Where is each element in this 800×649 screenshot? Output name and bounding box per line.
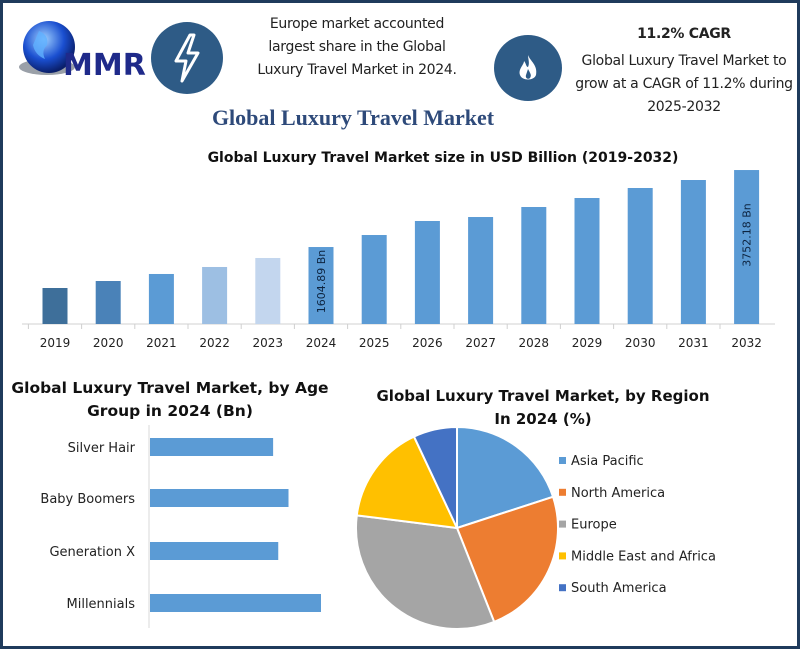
x-tick-label: 2024 bbox=[306, 336, 337, 350]
europe-text-line: Europe market accounted bbox=[269, 16, 445, 32]
pie-slice-europe bbox=[355, 514, 496, 630]
bar-2023 bbox=[255, 257, 281, 324]
x-tick-label: 2031 bbox=[678, 336, 709, 350]
x-tick-label: 2029 bbox=[572, 336, 603, 350]
bar-2026 bbox=[414, 220, 440, 324]
mmr-logo: MMR bbox=[17, 17, 147, 87]
pie-slice-south-america bbox=[412, 425, 458, 529]
europe-info: Europe market accounted largest share in… bbox=[243, 13, 471, 82]
europe-text-line: largest share in the Global bbox=[268, 39, 446, 55]
legend-swatch bbox=[559, 457, 566, 464]
x-tick-label: 2032 bbox=[731, 336, 762, 350]
x-tick-label: 2022 bbox=[199, 336, 230, 350]
pie-slice-asia-pacific bbox=[456, 425, 555, 530]
globe-logo-icon: MMR bbox=[19, 21, 146, 83]
x-tick-label: 2030 bbox=[625, 336, 656, 350]
bar-2021 bbox=[148, 273, 174, 324]
bar-2025 bbox=[361, 235, 387, 324]
bar-generation-x bbox=[150, 542, 279, 560]
bar-baby-boomers bbox=[150, 489, 289, 507]
x-tick-label: 2020 bbox=[93, 336, 124, 350]
age-chart-title-line: Group in 2024 (Bn) bbox=[87, 402, 253, 420]
bar-2019 bbox=[42, 288, 68, 324]
x-tick-label: 2026 bbox=[412, 336, 443, 350]
bar-2032 bbox=[734, 170, 760, 324]
cagr-text-line: Global Luxury Travel Market to bbox=[581, 53, 787, 69]
flame-icon bbox=[519, 55, 537, 80]
bar-2022 bbox=[202, 266, 228, 324]
legend-swatch bbox=[559, 584, 566, 592]
market-size-chart-title: Global Luxury Travel Market size in USD … bbox=[208, 150, 679, 166]
x-tick-label: 2025 bbox=[359, 336, 390, 350]
bar-2024 bbox=[308, 247, 334, 324]
x-tick-label: 2027 bbox=[465, 336, 496, 350]
x-tick-label: 2023 bbox=[253, 336, 284, 350]
data-label: 1604.89 Bn bbox=[315, 250, 328, 314]
legend-label: Asia Pacific bbox=[571, 454, 644, 469]
cagr-text-line: grow at a CAGR of 11.2% during bbox=[575, 76, 793, 92]
age-group-bars: Silver Hair Baby Boomers Generation X Mille… bbox=[40, 425, 321, 628]
x-tick-label: 2028 bbox=[519, 336, 550, 350]
cagr-heading: 11.2% CAGR bbox=[637, 26, 731, 42]
legend-swatch bbox=[559, 488, 566, 496]
region-chart-title-line: In 2024 (%) bbox=[494, 410, 591, 428]
legend-swatch bbox=[559, 520, 566, 528]
category-label: Generation X bbox=[49, 545, 135, 560]
x-tick-label: 2019 bbox=[40, 336, 71, 350]
cagr-text-line: 2025-2032 bbox=[647, 99, 721, 115]
legend-label: North America bbox=[571, 486, 665, 501]
svg-text:MMR: MMR bbox=[63, 48, 146, 83]
category-label: Millennials bbox=[67, 597, 136, 612]
europe-text-line: Luxury Travel Market in 2024. bbox=[257, 62, 457, 78]
region-chart-title-line: Global Luxury Travel Market, by Region bbox=[377, 387, 710, 405]
data-label: 3752.18 Bn bbox=[741, 203, 754, 267]
legend-swatch bbox=[559, 552, 566, 560]
legend-label: South America bbox=[571, 581, 667, 596]
page-title: Global Luxury Travel Market bbox=[211, 105, 495, 130]
bolt-circle bbox=[151, 22, 223, 94]
cagr-info: 11.2% CAGR Global Luxury Travel Market t… bbox=[568, 23, 797, 119]
category-label: Baby Boomers bbox=[40, 492, 135, 507]
bar-silver-hair bbox=[150, 438, 274, 456]
bar-2031 bbox=[680, 180, 706, 324]
region-pie: Asia Pacific North America Europe Middle Ea… bbox=[355, 425, 716, 630]
bar-2028 bbox=[521, 207, 547, 324]
age-chart-title-line: Global Luxury Travel Market, by Age bbox=[11, 379, 328, 397]
legend-label: Europe bbox=[571, 518, 617, 533]
bar-2027 bbox=[468, 217, 494, 324]
bar-2020 bbox=[95, 281, 121, 324]
category-label: Silver Hair bbox=[68, 441, 136, 456]
pie-slice-middle-east-and-africa bbox=[355, 435, 459, 530]
lightning-bolt-icon bbox=[174, 33, 200, 83]
x-tick-label: 2021 bbox=[146, 336, 177, 350]
market-size-bars: 2019 2020 2021 2022 2023 2024 1604.89 Bn 2025 20… bbox=[22, 170, 775, 350]
legend-label: Middle East and Africa bbox=[571, 549, 716, 564]
flame-circle bbox=[494, 35, 562, 101]
bar-2029 bbox=[574, 198, 600, 324]
bar-millennials bbox=[150, 594, 321, 612]
bar-2030 bbox=[627, 188, 653, 324]
